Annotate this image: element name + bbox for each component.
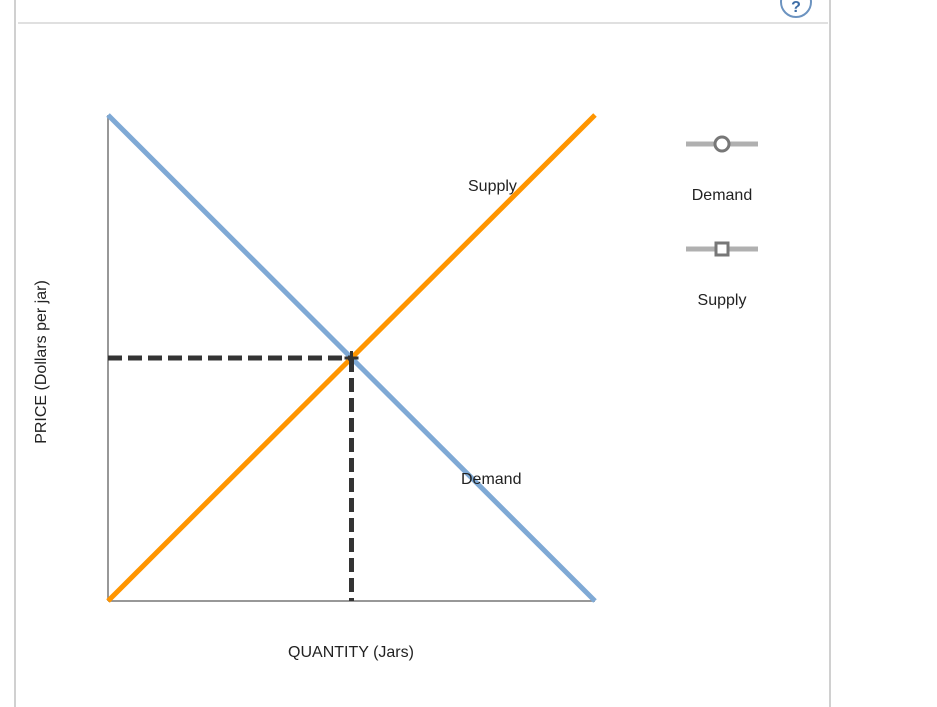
x-axis-label: QUANTITY (Jars) [288, 644, 414, 661]
square-handle-icon[interactable] [714, 241, 730, 257]
legend-supply-marker[interactable] [686, 241, 758, 257]
y-axis-label: PRICE (Dollars per jar) [33, 280, 50, 444]
demand-annotation: Demand [461, 471, 521, 488]
circle-handle-icon[interactable] [713, 135, 731, 153]
legend-demand-label: Demand [691, 187, 753, 204]
panel-left-border [14, 0, 16, 707]
legend-supply-label: Supply [697, 292, 747, 309]
panel-right-border [829, 0, 831, 707]
legend-demand-marker[interactable] [686, 135, 758, 153]
header-divider [18, 22, 828, 24]
supply-annotation: Supply [468, 178, 517, 195]
